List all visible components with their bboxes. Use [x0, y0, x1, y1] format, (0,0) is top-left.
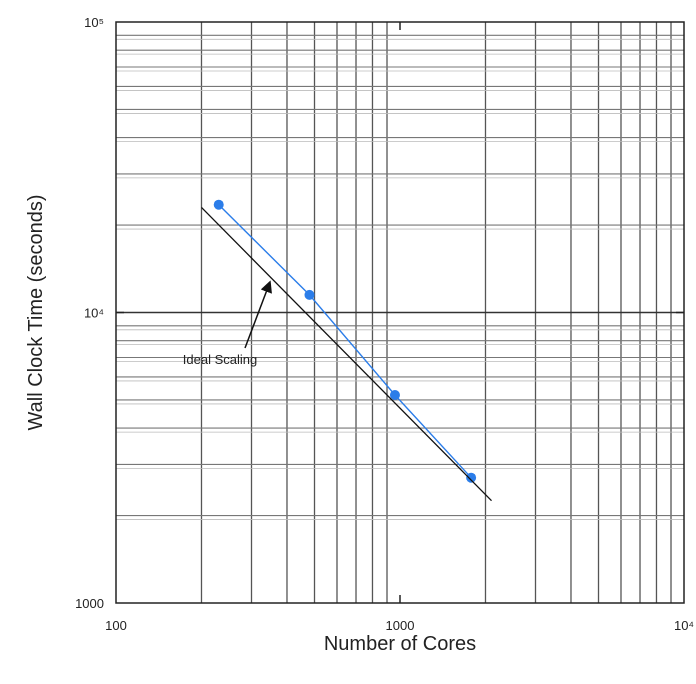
y-tick-label: 1000 [75, 596, 104, 611]
x-tick-label: 1000 [386, 618, 415, 633]
plot-frame [115, 21, 685, 604]
x-tick-label: 100 [105, 618, 127, 633]
ideal-scaling-line [201, 206, 492, 502]
y-axis-title: Wall Clock Time (seconds) [25, 195, 47, 431]
grid [116, 22, 684, 603]
measured-data-point [213, 199, 224, 210]
y-tick-label: 10⁵ [84, 15, 104, 30]
measured-data-point [389, 390, 400, 401]
y-tick-label: 10⁴ [84, 306, 104, 321]
annotation-layer: Ideal Scaling [183, 280, 272, 367]
measured-data-point [304, 289, 315, 300]
x-tick-label: 10⁴ [674, 618, 694, 633]
measured-data-point [466, 472, 477, 483]
annotation-arrow [244, 280, 272, 349]
x-axis-title: Number of Cores [324, 633, 476, 655]
annotation-label: Ideal Scaling [183, 352, 257, 367]
measured-series-line [218, 204, 472, 479]
series-layer [201, 199, 492, 502]
